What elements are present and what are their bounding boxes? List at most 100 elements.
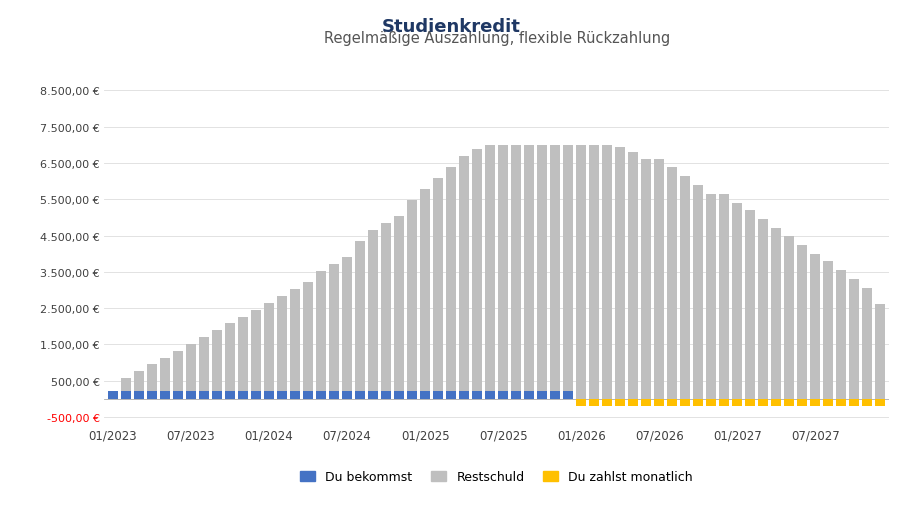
Bar <box>758 220 768 399</box>
Bar <box>368 392 378 399</box>
Bar <box>693 185 703 399</box>
Bar <box>186 392 196 399</box>
Bar <box>861 288 871 399</box>
Bar <box>277 392 287 399</box>
Bar <box>433 179 443 399</box>
Bar <box>628 153 638 399</box>
Bar <box>537 392 547 399</box>
Bar <box>511 392 520 399</box>
Legend: Du bekommst, Restschuld, Du zahlst monatlich: Du bekommst, Restschuld, Du zahlst monat… <box>295 465 697 488</box>
Bar <box>225 324 235 399</box>
Bar <box>719 194 728 399</box>
Bar <box>809 399 819 406</box>
Bar <box>758 399 768 406</box>
Bar <box>849 399 859 406</box>
Bar <box>290 392 299 399</box>
Bar <box>589 399 598 406</box>
Bar <box>861 399 871 406</box>
Bar <box>394 216 403 399</box>
Bar <box>849 279 859 399</box>
Bar <box>835 270 845 399</box>
Bar <box>498 145 508 399</box>
Bar <box>563 392 573 399</box>
Bar <box>264 392 273 399</box>
Bar <box>316 272 326 399</box>
Bar <box>133 392 143 399</box>
Bar <box>796 245 806 399</box>
Bar <box>484 392 494 399</box>
Bar <box>823 399 833 406</box>
Bar <box>173 392 183 399</box>
Bar <box>329 392 338 399</box>
Bar <box>705 194 715 399</box>
Bar <box>537 145 547 399</box>
Bar <box>809 254 819 399</box>
Bar <box>744 399 754 406</box>
Bar <box>770 399 780 406</box>
Bar <box>407 392 417 399</box>
Bar <box>835 399 845 406</box>
Bar <box>121 392 131 399</box>
Bar <box>303 392 313 399</box>
Title: Regelmäßige Auszahlung, flexible Rückzahlung: Regelmäßige Auszahlung, flexible Rückzah… <box>323 31 669 46</box>
Bar <box>147 364 157 399</box>
Bar <box>472 392 482 399</box>
Bar <box>381 223 391 399</box>
Bar <box>563 145 573 399</box>
Bar <box>484 145 494 399</box>
Bar <box>614 399 624 406</box>
Bar <box>784 399 793 406</box>
Bar <box>108 392 117 399</box>
Bar <box>160 358 170 399</box>
Bar <box>173 351 183 399</box>
Bar <box>640 399 650 406</box>
Bar <box>342 392 352 399</box>
Bar <box>225 392 235 399</box>
Bar <box>290 289 299 399</box>
Bar <box>264 304 273 399</box>
Bar <box>354 241 364 399</box>
Bar <box>875 305 884 399</box>
Bar <box>199 392 208 399</box>
Bar <box>549 392 559 399</box>
Bar <box>498 392 508 399</box>
Bar <box>121 378 131 399</box>
Bar <box>303 283 313 399</box>
Bar <box>640 160 650 399</box>
Bar <box>446 392 456 399</box>
Bar <box>407 200 417 399</box>
Bar <box>524 145 533 399</box>
Bar <box>511 145 520 399</box>
Bar <box>823 262 833 399</box>
Bar <box>186 344 196 399</box>
Bar <box>160 392 170 399</box>
Bar <box>433 392 443 399</box>
Bar <box>147 392 157 399</box>
Bar <box>602 145 612 399</box>
Bar <box>875 399 884 406</box>
Bar <box>732 204 741 399</box>
Bar <box>212 330 222 399</box>
Bar <box>654 399 663 406</box>
Bar <box>575 399 585 406</box>
Bar <box>549 145 559 399</box>
Bar <box>744 211 754 399</box>
Bar <box>796 399 806 406</box>
Bar <box>459 157 468 399</box>
Bar <box>679 176 689 399</box>
Bar <box>419 392 429 399</box>
Text: Studienkredit: Studienkredit <box>382 18 520 36</box>
Bar <box>199 337 208 399</box>
Bar <box>667 399 676 406</box>
Bar <box>602 399 612 406</box>
Bar <box>524 392 533 399</box>
Bar <box>719 399 728 406</box>
Bar <box>628 399 638 406</box>
Bar <box>693 399 703 406</box>
Bar <box>472 150 482 399</box>
Bar <box>277 296 287 399</box>
Bar <box>316 392 326 399</box>
Bar <box>770 229 780 399</box>
Bar <box>394 392 403 399</box>
Bar <box>784 236 793 399</box>
